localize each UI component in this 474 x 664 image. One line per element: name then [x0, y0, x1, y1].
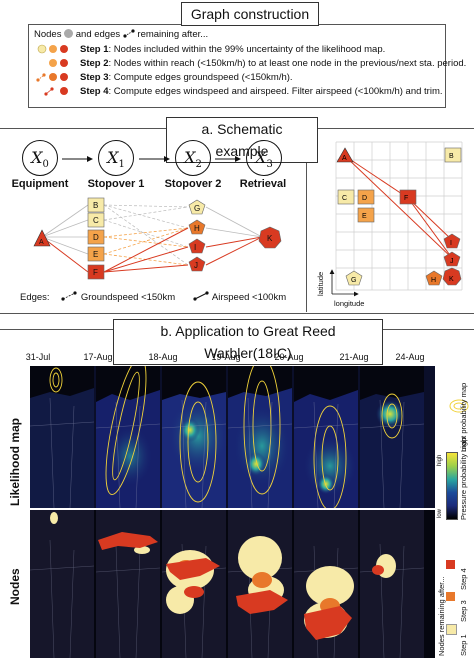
row-nodes-label: Nodes: [8, 568, 22, 605]
svg-text:F: F: [404, 195, 408, 202]
groundspeed-label: Groundspeed <150km: [80, 292, 176, 303]
step-1-text: : Nodes included within the 99% uncertai…: [108, 44, 386, 55]
intro-rest-text: remaining after...: [137, 29, 209, 40]
step-3-label: Step 3: [80, 72, 109, 83]
latitude-label: latitude: [316, 271, 325, 296]
intro-nodes-text: Nodes: [34, 29, 62, 40]
svg-text:F: F: [93, 268, 98, 277]
svg-text:B: B: [93, 201, 98, 210]
svg-text:H: H: [431, 277, 436, 284]
node-a-triangle: A: [33, 229, 51, 247]
date-0: 31-Jul: [25, 352, 51, 362]
date-6: 24-Aug: [395, 352, 425, 362]
step-3-text: : Compute edges groundspeed (<150km/h).: [108, 72, 293, 83]
step-list: Step 1: Nodes included within the 99% un…: [80, 43, 466, 99]
application-title: b. Application to Great Reed Warbler(18I…: [113, 319, 383, 365]
svg-text:D: D: [362, 195, 367, 202]
spatial-grid: A B C D E F G H I J K: [328, 140, 468, 298]
x3-label: Retrieval: [239, 178, 287, 190]
edges-legend: Edges: Groundspeed <150km Airspeed <100k…: [20, 291, 286, 303]
svg-text:G: G: [351, 277, 356, 284]
step1-legend-label: Step 1: [459, 634, 468, 656]
pressure-colorbar: [446, 452, 458, 520]
step-1-label: Step 1: [80, 44, 109, 55]
x1-label: Stopover 1: [87, 178, 145, 190]
airspeed-edge-icon: [193, 291, 209, 301]
date-row: 31-Jul 17-Aug 18-Aug 19-Aug 20-Aug 21-Au…: [0, 352, 474, 364]
step-4-label: Step 4: [80, 86, 109, 97]
intro-edges-text: and edges: [75, 29, 121, 40]
step-1-row: Step 1: Nodes included within the 99% un…: [80, 43, 466, 57]
x3-node: X3: [246, 140, 282, 176]
step-icons: [34, 44, 78, 104]
graph-construction-title: Graph construction: [181, 2, 319, 26]
x2-label: Stopover 2: [164, 178, 222, 190]
likelihood-maps: [29, 357, 435, 511]
edge-icon: [123, 29, 135, 38]
nodes-legend-swatches: [446, 560, 457, 656]
date-1: 17-Aug: [83, 352, 113, 362]
step-2-text: : Nodes within reach (<150km/h) to at le…: [108, 58, 467, 69]
x0-node: X0: [22, 140, 58, 176]
svg-text:B: B: [449, 153, 454, 160]
x2-node: X2: [175, 140, 211, 176]
nodes-maps: [29, 510, 435, 659]
step-2-label: Step 2: [80, 58, 109, 69]
schematic-graph: A B C D E F G H I J K: [0, 190, 306, 280]
nodes-legend-title: Nodes remaining after...: [437, 576, 446, 656]
svg-text:I: I: [450, 240, 452, 247]
light-legend-icon: [448, 398, 470, 414]
x1-node: X1: [98, 140, 134, 176]
pressure-high-label: high: [437, 454, 443, 466]
svg-text:H: H: [194, 224, 200, 233]
step4-swatch: [446, 560, 455, 569]
step4-legend-label: Step 4: [459, 568, 468, 590]
step-3-row: Step 3: Compute edges groundspeed (<150k…: [80, 71, 466, 85]
svg-text:K: K: [267, 234, 273, 243]
pressure-legend-label: Pressure probability map: [459, 437, 468, 520]
grey-node-icon: [64, 29, 74, 38]
svg-text:J: J: [450, 258, 454, 265]
svg-text:E: E: [93, 250, 98, 259]
pressure-low-label: low: [437, 508, 443, 518]
svg-text:D: D: [93, 233, 99, 242]
step1-swatch: [446, 624, 457, 635]
step-4-row: Step 4: Compute edges windspeed and airs…: [80, 85, 466, 99]
airspeed-label: Airspeed <100km: [211, 292, 287, 303]
date-5: 21-Aug: [339, 352, 369, 362]
svg-text:I: I: [194, 243, 196, 252]
svg-text:J: J: [194, 261, 198, 270]
svg-text:A: A: [39, 239, 44, 246]
date-3: 19-Aug: [211, 352, 241, 362]
svg-text:C: C: [93, 216, 99, 225]
step3-swatch: [446, 592, 455, 601]
svg-text:E: E: [362, 213, 367, 220]
svg-text:G: G: [194, 204, 200, 213]
x-arrows: [0, 150, 306, 170]
svg-text:K: K: [449, 276, 454, 283]
longitude-label: longitude: [334, 299, 365, 308]
schematic-divider: [306, 128, 307, 312]
date-4: 20-Aug: [274, 352, 304, 362]
row-likelihood-label: Likelihood map: [8, 417, 22, 506]
svg-text:C: C: [342, 195, 347, 202]
date-2: 18-Aug: [148, 352, 178, 362]
step-2-row: Step 2: Nodes within reach (<150km/h) to…: [80, 57, 466, 71]
intro-line: Nodes and edges remaining after...: [34, 28, 208, 42]
groundspeed-edge-icon: [61, 291, 77, 301]
x0-label: Equipment: [11, 178, 69, 190]
edges-label: Edges:: [20, 292, 50, 303]
svg-text:A: A: [342, 155, 347, 162]
step-4-text: : Compute edges windspeed and airspeed. …: [108, 86, 443, 97]
step3-legend-label: Step 3: [459, 600, 468, 622]
